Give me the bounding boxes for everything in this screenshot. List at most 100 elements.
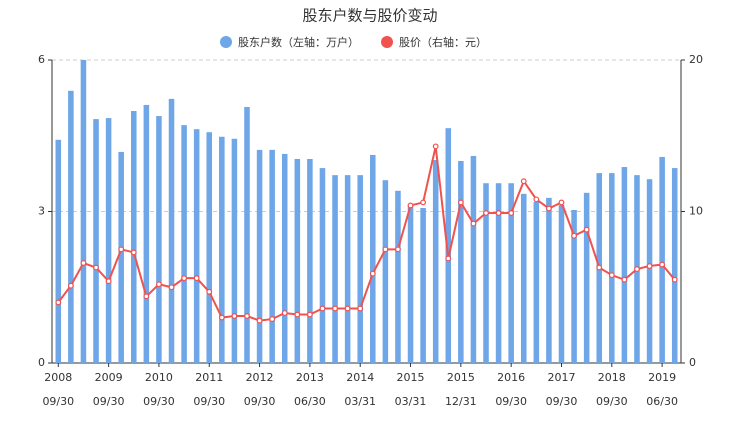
bar bbox=[621, 167, 628, 363]
price-point bbox=[244, 313, 250, 319]
price-point bbox=[571, 232, 577, 239]
bar bbox=[357, 175, 363, 363]
price-point bbox=[495, 210, 502, 216]
price-point bbox=[130, 249, 137, 256]
bar bbox=[131, 111, 137, 363]
bar bbox=[420, 207, 426, 363]
legend-marker bbox=[220, 36, 232, 48]
bar bbox=[68, 90, 74, 364]
x-tick-label: 2018 bbox=[598, 371, 626, 384]
bar bbox=[307, 158, 313, 363]
bar bbox=[281, 153, 288, 363]
x-tick-label: 2017 bbox=[547, 371, 575, 384]
price-point bbox=[344, 305, 351, 312]
price-point bbox=[80, 260, 87, 266]
x-tick-label: 09/30 bbox=[495, 395, 527, 408]
price-point bbox=[206, 288, 213, 295]
price-point bbox=[369, 270, 376, 277]
y2-tick-label: 10 bbox=[689, 205, 703, 218]
price-point bbox=[621, 276, 628, 283]
bar bbox=[445, 128, 452, 363]
x-tick-label: 2009 bbox=[95, 371, 123, 384]
bar bbox=[395, 190, 401, 363]
price-point bbox=[256, 317, 263, 324]
y-tick-label: 0 bbox=[38, 356, 45, 369]
bar bbox=[156, 116, 162, 364]
bar bbox=[206, 132, 213, 363]
price-point bbox=[533, 196, 540, 203]
bar bbox=[495, 183, 502, 363]
bar bbox=[118, 151, 124, 363]
x-tick-label: 2012 bbox=[246, 371, 274, 384]
bar bbox=[470, 155, 477, 363]
x-tick-label: 09/30 bbox=[244, 395, 276, 408]
bar bbox=[458, 161, 464, 363]
bar bbox=[407, 203, 414, 363]
x-tick-label: 2015 bbox=[447, 371, 475, 384]
bar bbox=[294, 158, 301, 363]
price-point bbox=[558, 199, 565, 206]
bar bbox=[671, 168, 678, 363]
x-tick-label: 2011 bbox=[195, 371, 223, 384]
bar bbox=[332, 175, 338, 363]
bar bbox=[571, 209, 577, 363]
bar bbox=[80, 60, 87, 363]
x-tick-label: 2016 bbox=[497, 371, 525, 384]
price-point bbox=[118, 246, 125, 253]
price-point bbox=[470, 220, 477, 227]
price-line bbox=[57, 146, 676, 322]
bar bbox=[508, 183, 514, 363]
x-tick-label: 09/30 bbox=[93, 395, 125, 408]
bar bbox=[256, 149, 263, 363]
bar bbox=[382, 180, 389, 363]
bar bbox=[432, 159, 439, 363]
x-tick-label: 09/30 bbox=[546, 395, 578, 408]
price-point bbox=[646, 263, 653, 269]
legend-label: 股东户数（左轴：万户） bbox=[238, 35, 359, 49]
price-point bbox=[55, 299, 62, 306]
price-point bbox=[608, 272, 615, 279]
bar bbox=[659, 156, 665, 363]
price-point bbox=[269, 316, 276, 322]
price-point bbox=[105, 278, 112, 285]
price-point bbox=[583, 226, 590, 233]
bar bbox=[520, 193, 527, 363]
bar bbox=[244, 106, 250, 363]
price-point bbox=[218, 314, 225, 321]
y-tick-label: 3 bbox=[38, 205, 45, 218]
price-point bbox=[508, 210, 515, 216]
bar bbox=[546, 197, 552, 363]
price-point bbox=[231, 313, 238, 319]
bar bbox=[344, 175, 351, 363]
price-point bbox=[357, 305, 364, 312]
price-point bbox=[168, 284, 175, 291]
x-tick-label: 06/30 bbox=[294, 395, 326, 408]
price-point bbox=[319, 305, 326, 312]
price-point bbox=[306, 311, 313, 318]
bar bbox=[646, 179, 653, 363]
price-point bbox=[432, 143, 439, 150]
bar bbox=[319, 168, 326, 363]
price-point bbox=[281, 310, 288, 316]
legend-label: 股价（右轴：元） bbox=[399, 35, 487, 49]
bar bbox=[105, 118, 112, 363]
bar bbox=[181, 125, 187, 364]
x-tick-label: 09/30 bbox=[596, 395, 628, 408]
chart-title: 股东户数与股价变动 bbox=[302, 7, 437, 25]
price-point bbox=[671, 276, 678, 283]
x-tick-label: 12/31 bbox=[445, 395, 477, 408]
bar bbox=[609, 173, 615, 363]
price-point bbox=[634, 266, 640, 272]
y-tick-label: 6 bbox=[38, 53, 45, 66]
x-tick-label: 03/31 bbox=[344, 395, 376, 408]
legend-marker bbox=[381, 36, 393, 48]
price-point bbox=[457, 199, 464, 206]
x-tick-label: 2008 bbox=[44, 371, 72, 384]
price-point bbox=[294, 311, 301, 318]
x-tick-label: 2014 bbox=[346, 371, 374, 384]
price-point bbox=[193, 275, 200, 282]
x-tick-label: 09/30 bbox=[42, 395, 74, 408]
price-point bbox=[546, 205, 552, 212]
bar bbox=[583, 192, 590, 363]
price-point bbox=[596, 264, 603, 271]
